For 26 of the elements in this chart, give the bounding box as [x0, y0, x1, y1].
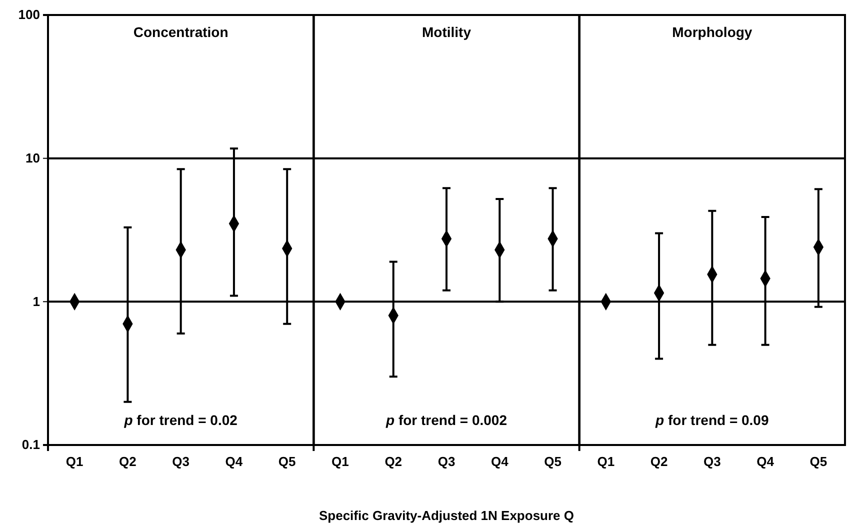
- x-tick-label: Q5: [810, 454, 828, 470]
- x-tick-label: Q1: [66, 454, 84, 470]
- annotation: p for trend = 0.002: [385, 412, 508, 428]
- x-tick-label: Q4: [490, 454, 510, 470]
- x-tick-label: Q1: [332, 454, 349, 470]
- x-tick-label: Q3: [438, 454, 456, 470]
- y-tick-label: 1: [32, 294, 40, 309]
- text: Concentration: [133, 24, 228, 40]
- y-tick-label: 10: [26, 150, 40, 166]
- x-tick-label: Q5: [278, 454, 296, 470]
- x-tick-label: Q3: [172, 454, 190, 470]
- x-tick-label: Q2: [384, 454, 402, 470]
- x-tick-label: Q2: [650, 454, 668, 470]
- x-tick-label: Q3: [703, 454, 721, 470]
- x-tick-label: Q4: [225, 454, 244, 470]
- text: Motility: [422, 24, 472, 40]
- text: Morphology: [672, 24, 752, 40]
- x-axis-title: Specific Gravity-Adjusted 1N Exposure Q: [318, 508, 574, 523]
- y-tick-label: 100: [18, 7, 40, 22]
- y-tick-label: 0.1: [22, 437, 40, 452]
- x-tick-label: Q2: [119, 454, 136, 470]
- x-tick-label: Q4: [756, 454, 775, 470]
- x-tick-label: Q1: [597, 454, 615, 470]
- annotation: p for trend = 0.02: [123, 412, 238, 428]
- annotation: p for trend = 0.09: [654, 412, 769, 428]
- x-tick-label: Q5: [544, 454, 562, 470]
